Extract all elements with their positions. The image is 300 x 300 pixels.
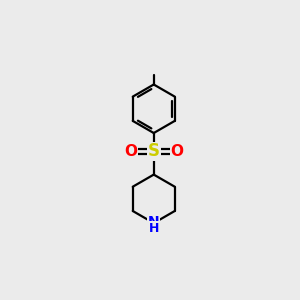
Text: O: O bbox=[170, 144, 183, 159]
Text: N: N bbox=[148, 215, 160, 229]
Text: O: O bbox=[124, 144, 137, 159]
Text: S: S bbox=[148, 142, 160, 160]
Text: H: H bbox=[148, 222, 159, 235]
